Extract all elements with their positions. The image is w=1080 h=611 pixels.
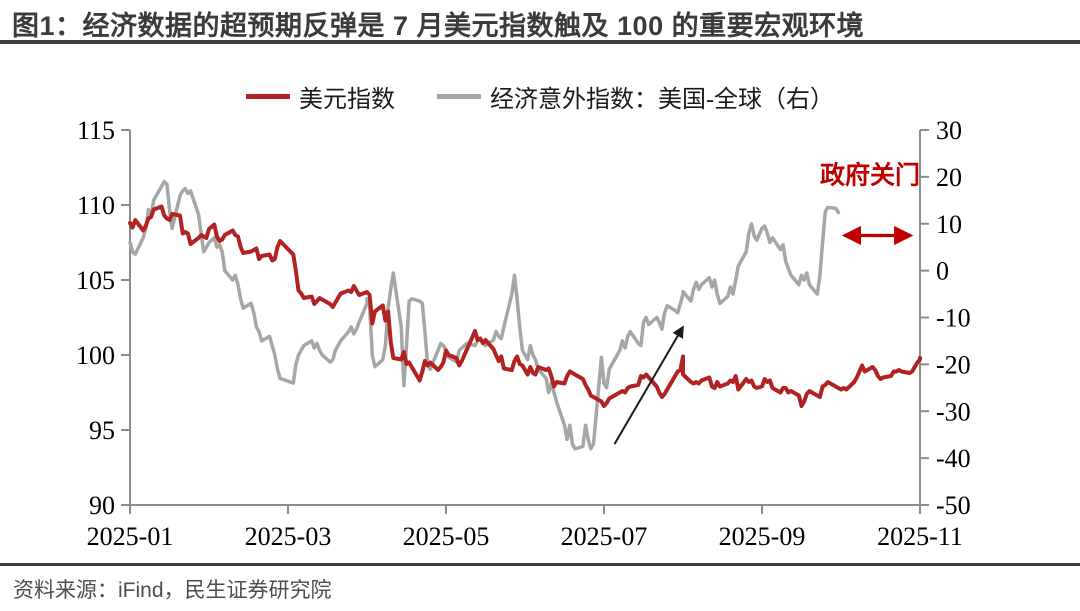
x-tick-label: 2025-11 bbox=[877, 522, 963, 551]
legend-item-surprise-index: 经济意外指数：美国-全球（右） bbox=[437, 79, 834, 114]
surprise-index-line bbox=[128, 179, 841, 451]
right-tick-label: -10 bbox=[936, 304, 971, 333]
left-tick-label: 115 bbox=[77, 116, 115, 145]
legend-label-surprise-index: 经济意外指数：美国-全球（右） bbox=[490, 86, 834, 113]
legend-label-dollar-index: 美元指数 bbox=[299, 86, 395, 113]
left-tick-label: 90 bbox=[89, 491, 115, 520]
chart-legend: 美元指数 经济意外指数：美国-全球（右） bbox=[0, 79, 1080, 114]
trend-arrow bbox=[613, 325, 684, 445]
left-tick-label: 105 bbox=[76, 266, 115, 295]
red-line-swatch bbox=[246, 93, 290, 99]
right-tick-label: -20 bbox=[936, 350, 971, 379]
left-tick-label: 95 bbox=[89, 416, 115, 445]
legend-item-dollar-index: 美元指数 bbox=[246, 79, 395, 114]
dollar-index-line bbox=[128, 204, 922, 408]
x-tick-label: 2025-09 bbox=[719, 522, 806, 551]
x-tick-label: 2025-03 bbox=[245, 522, 332, 551]
left-tick-label: 100 bbox=[76, 341, 115, 370]
gray-line-swatch bbox=[437, 93, 481, 99]
title-underline bbox=[0, 40, 1080, 44]
right-tick-label: -50 bbox=[936, 491, 971, 520]
right-tick-label: 30 bbox=[936, 116, 962, 145]
right-tick-label: 0 bbox=[936, 257, 949, 286]
x-tick-label: 2025-05 bbox=[403, 522, 490, 551]
x-tick-label: 2025-01 bbox=[87, 522, 174, 551]
right-tick-label: 20 bbox=[936, 163, 962, 192]
x-tick-label: 2025-07 bbox=[561, 522, 648, 551]
right-tick-label: 10 bbox=[936, 210, 962, 239]
footer-rule bbox=[0, 563, 1080, 566]
right-tick-label: -30 bbox=[936, 397, 971, 426]
source-note: 资料来源：iFind，民生证券研究院 bbox=[13, 579, 332, 602]
right-tick-label: -40 bbox=[936, 444, 971, 473]
gov-shutdown-label: 政府关门 bbox=[820, 161, 920, 190]
left-tick-label: 110 bbox=[77, 191, 115, 220]
page-title: 图1：经济数据的超预期反弹是 7 月美元指数触及 100 的重要宏观环境 bbox=[12, 11, 865, 41]
